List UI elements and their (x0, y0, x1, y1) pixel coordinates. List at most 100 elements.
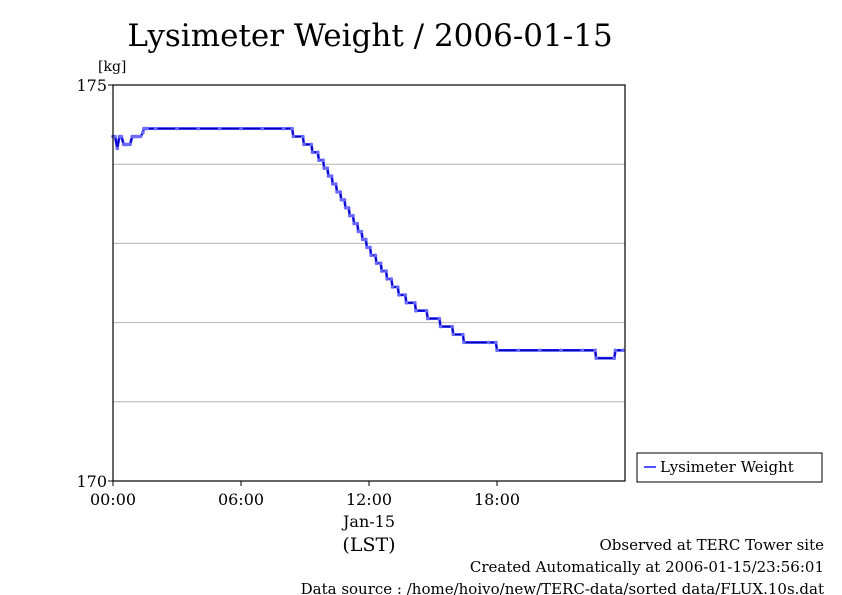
y-axis-ticks: 170 175 (76, 76, 113, 491)
data-point (396, 285, 400, 289)
data-point (437, 316, 442, 321)
data-point (145, 126, 149, 131)
x-tick-label: 12:00 (346, 490, 392, 509)
data-point (115, 146, 120, 151)
data-point (414, 308, 418, 313)
data-point (537, 348, 542, 353)
x-tick-label: 00:00 (90, 490, 136, 509)
x-tick-label: 06:00 (218, 490, 264, 509)
data-point (138, 134, 143, 139)
data-point (351, 213, 355, 218)
data-point (119, 134, 124, 139)
data-point (113, 134, 117, 139)
data-point (438, 324, 443, 329)
data-point (301, 134, 305, 139)
y-tick-label: 170 (76, 472, 107, 491)
data-point (374, 261, 379, 266)
legend: Lysimeter Weight (636, 452, 823, 483)
data-point (385, 277, 389, 281)
data-point (494, 340, 498, 345)
data-point (450, 324, 455, 329)
data-point (364, 237, 368, 242)
data-point (326, 174, 331, 178)
legend-label: Lysimeter Weight (660, 458, 794, 476)
grid-lines (113, 163, 625, 403)
data-point (451, 332, 456, 337)
data-point (516, 348, 521, 353)
data-point (175, 126, 179, 131)
data-point (368, 245, 372, 250)
data-point (425, 316, 430, 321)
data-point (462, 340, 466, 345)
data-point (424, 308, 429, 313)
data-point (291, 134, 296, 139)
series-layer (111, 126, 625, 361)
data-point (239, 126, 243, 131)
data-point (325, 166, 330, 170)
data-point (343, 206, 348, 210)
data-point (359, 229, 364, 234)
data-point (260, 126, 265, 131)
data-point (404, 301, 409, 305)
data-point (334, 182, 338, 186)
data-point (330, 182, 335, 186)
chart-title: Lysimeter Weight / 2006-01-15 (127, 18, 612, 54)
footer-site-note: Observed at TERC Tower site (599, 536, 824, 554)
data-point (613, 348, 618, 353)
footer-source-note: Data source : /home/hoivo/new/TERC-data/… (301, 580, 824, 595)
x-axis-title: (LST) (342, 534, 395, 556)
data-point (365, 245, 369, 250)
data-point (290, 126, 295, 131)
data-point (495, 348, 499, 353)
data-point (342, 198, 347, 202)
data-point (356, 229, 361, 234)
data-point (413, 301, 417, 305)
data-point (352, 221, 356, 226)
data-point (403, 293, 408, 297)
footer-created-note: Created Automatically at 2006-01-15/23:5… (470, 558, 824, 576)
data-point (348, 213, 352, 218)
data-point (302, 142, 306, 147)
data-point (141, 130, 145, 135)
data-point (384, 269, 388, 273)
data-point (390, 285, 395, 289)
data-point (373, 253, 378, 258)
data-point (612, 356, 617, 361)
data-point (322, 166, 327, 170)
data-point (580, 348, 585, 353)
data-point (594, 356, 598, 361)
data-point (461, 332, 465, 337)
data-point (369, 253, 373, 258)
data-point (329, 174, 334, 178)
plot-area-frame (112, 84, 626, 482)
data-point (128, 142, 132, 147)
data-point (310, 150, 315, 155)
data-point (309, 142, 314, 147)
data-point (486, 340, 491, 345)
data-point (355, 221, 360, 226)
data-point (321, 158, 325, 162)
data-point (217, 126, 222, 131)
y-axis-unit-label: [kg] (98, 59, 126, 75)
data-point (389, 277, 394, 281)
x-axis-date-label: Jan-15 (341, 512, 395, 531)
data-point (338, 190, 343, 194)
data-point (346, 206, 351, 210)
data-point (397, 293, 401, 297)
data-point (153, 126, 158, 131)
data-point (196, 126, 201, 131)
data-point (380, 269, 384, 273)
x-tick-label: 18:00 (474, 490, 520, 509)
data-point (317, 158, 321, 162)
data-point (281, 126, 286, 131)
y-tick-label: 175 (76, 76, 107, 95)
data-point (593, 348, 597, 353)
data-point (378, 261, 383, 266)
data-point (621, 348, 625, 353)
data-point (339, 198, 344, 202)
x-axis-ticks: 00:00 06:00 12:00 18:00 (90, 481, 520, 509)
data-point (316, 150, 320, 155)
data-point (335, 190, 339, 194)
legend-box (636, 452, 823, 483)
